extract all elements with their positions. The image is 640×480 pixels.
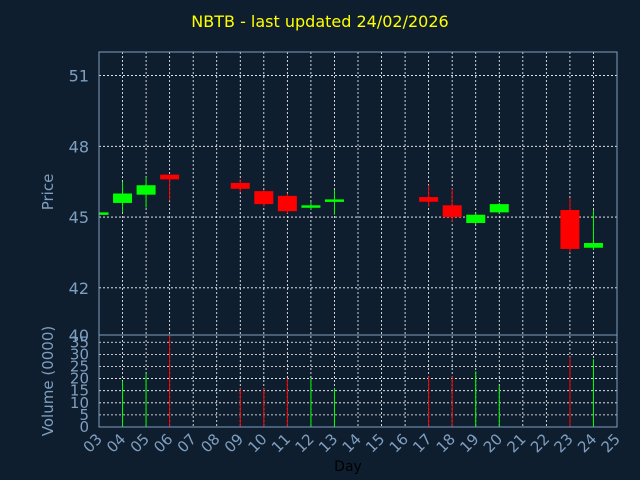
volume-tick-label: 30 bbox=[70, 345, 89, 363]
x-tick-label: 15 bbox=[362, 430, 388, 456]
candle-body bbox=[277, 195, 297, 212]
price-tick-label: 51 bbox=[69, 67, 89, 86]
x-tick-label: 23 bbox=[551, 430, 577, 456]
volume-tick-label: 15 bbox=[70, 382, 89, 400]
price-tick-labels: 51 48 45 42 40 bbox=[69, 67, 89, 345]
price-candles bbox=[99, 174, 603, 253]
volume-tick-label: 35 bbox=[70, 333, 89, 351]
candle-body bbox=[136, 185, 156, 195]
volume-axis-label: Volume (0000) bbox=[39, 326, 57, 436]
x-tick-label: 16 bbox=[386, 430, 412, 456]
price-tick-label: 40 bbox=[69, 326, 89, 345]
volume-tick-label: 0 bbox=[79, 418, 89, 436]
volume-tick-label: 25 bbox=[70, 357, 89, 375]
x-tick-label: 21 bbox=[503, 430, 529, 456]
candle-body bbox=[324, 199, 344, 202]
x-tick-label: 18 bbox=[433, 430, 459, 456]
x-tick-labels: 0304050607080910111213141516171819202122… bbox=[80, 430, 624, 456]
candle-body bbox=[301, 205, 321, 208]
x-tick-label: 22 bbox=[527, 430, 553, 456]
candle-body bbox=[489, 204, 509, 213]
x-axis-label: Day bbox=[334, 459, 362, 475]
candle-body bbox=[419, 197, 439, 202]
candle-body bbox=[442, 205, 462, 218]
x-tick-label: 07 bbox=[174, 430, 200, 456]
price-tick-label: 45 bbox=[69, 208, 89, 227]
x-tick-label: 20 bbox=[480, 430, 506, 456]
x-tick-label: 12 bbox=[292, 430, 318, 456]
x-tick-label: 09 bbox=[221, 430, 247, 456]
candle-body bbox=[560, 210, 580, 249]
price-tick-label: 42 bbox=[69, 279, 89, 298]
x-tick-label: 11 bbox=[268, 430, 294, 456]
x-tick-label: 04 bbox=[103, 430, 129, 456]
volume-panel-frame bbox=[98, 334, 618, 428]
x-gridlines bbox=[122, 52, 594, 427]
volume-tick-label: 20 bbox=[70, 370, 89, 388]
price-axis-label: Price bbox=[39, 174, 57, 211]
volume-tick-label: 10 bbox=[70, 394, 89, 412]
candle-body bbox=[466, 214, 486, 223]
x-tick-label: 17 bbox=[409, 430, 435, 456]
x-tick-label: 25 bbox=[598, 430, 624, 456]
x-tick-label: 05 bbox=[127, 430, 153, 456]
candle-body bbox=[583, 243, 603, 248]
x-tick-label: 06 bbox=[150, 430, 176, 456]
chart-title: NBTB - last updated 24/02/2026 bbox=[191, 12, 449, 31]
x-tick-label: 19 bbox=[456, 430, 482, 456]
volume-bars bbox=[122, 335, 594, 427]
x-tick-label: 13 bbox=[315, 430, 341, 456]
x-tick-label: 08 bbox=[197, 430, 223, 456]
candle-body bbox=[230, 182, 250, 189]
candle-body bbox=[254, 191, 274, 205]
volume-tick-label: 5 bbox=[79, 406, 89, 424]
candle-body bbox=[113, 193, 133, 203]
price-tick-label: 48 bbox=[69, 137, 89, 156]
x-tick-label: 10 bbox=[244, 430, 270, 456]
candle-body bbox=[99, 212, 109, 215]
x-tick-label: 14 bbox=[339, 430, 365, 456]
x-tick-label: 24 bbox=[574, 430, 600, 456]
candle-body bbox=[160, 174, 180, 180]
